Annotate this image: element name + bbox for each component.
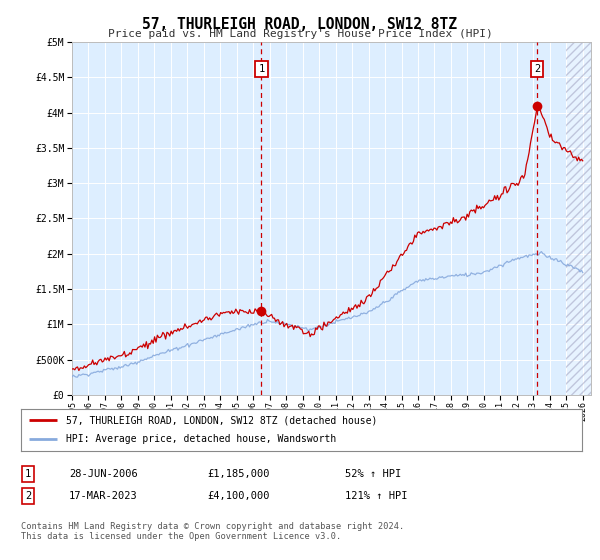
Text: 1: 1: [25, 469, 31, 479]
Bar: [566, 42, 591, 395]
Text: £4,100,000: £4,100,000: [207, 491, 269, 501]
Text: 17-MAR-2023: 17-MAR-2023: [69, 491, 138, 501]
Text: 121% ↑ HPI: 121% ↑ HPI: [345, 491, 407, 501]
Text: 2: 2: [25, 491, 31, 501]
Text: 2: 2: [535, 64, 541, 74]
Bar: [566, 42, 591, 395]
Text: 28-JUN-2006: 28-JUN-2006: [69, 469, 138, 479]
Text: 57, THURLEIGH ROAD, LONDON, SW12 8TZ: 57, THURLEIGH ROAD, LONDON, SW12 8TZ: [143, 17, 458, 32]
Text: 52% ↑ HPI: 52% ↑ HPI: [345, 469, 401, 479]
Text: 57, THURLEIGH ROAD, LONDON, SW12 8TZ (detached house): 57, THURLEIGH ROAD, LONDON, SW12 8TZ (de…: [66, 415, 377, 425]
Text: HPI: Average price, detached house, Wandsworth: HPI: Average price, detached house, Wand…: [66, 435, 336, 445]
Text: Price paid vs. HM Land Registry's House Price Index (HPI): Price paid vs. HM Land Registry's House …: [107, 29, 493, 39]
Text: £1,185,000: £1,185,000: [207, 469, 269, 479]
Text: 1: 1: [259, 64, 265, 74]
Text: Contains HM Land Registry data © Crown copyright and database right 2024.
This d: Contains HM Land Registry data © Crown c…: [21, 522, 404, 542]
